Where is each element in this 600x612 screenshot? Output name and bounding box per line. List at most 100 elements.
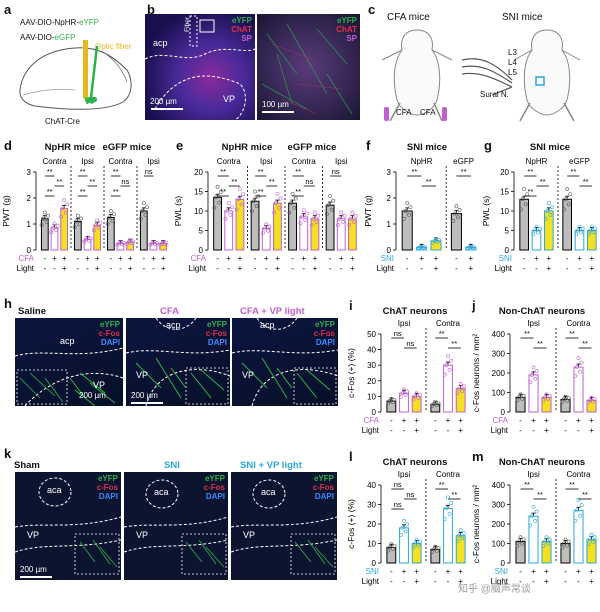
bar <box>515 541 526 564</box>
nerve-l5: L5 <box>508 68 517 77</box>
data-point <box>461 384 466 389</box>
y-tick-label: 40 <box>367 346 376 355</box>
condition-row2-mark: - <box>447 577 450 586</box>
data-point <box>414 391 419 396</box>
significance-label: ** <box>269 177 275 186</box>
condition-row1-mark: - <box>329 254 332 263</box>
y-tick-label: 3 <box>387 168 392 177</box>
data-point <box>568 192 573 197</box>
data-point <box>521 537 526 542</box>
condition-row2-mark: + <box>313 264 318 273</box>
bar <box>213 196 222 251</box>
scale-label: 200 µm <box>150 97 177 106</box>
bar <box>573 366 584 413</box>
data-point <box>447 367 452 372</box>
group-label: Ipsi <box>398 319 411 328</box>
data-point <box>254 204 259 209</box>
panel-letter: h <box>4 296 12 311</box>
condition-row2-mark: + <box>468 264 473 273</box>
region-vp: VP <box>93 380 106 390</box>
chart-e: 0 5 10 15 20 PWL (s) - - + - + + Contra - - + - + + Ipsi - - +… <box>172 154 362 294</box>
condition-row1-mark: + <box>446 416 451 425</box>
data-point <box>287 210 292 215</box>
data-point <box>311 216 316 221</box>
y-tick-label: 100 <box>492 389 506 398</box>
data-point <box>455 539 460 544</box>
condition-row2-mark: - <box>578 264 581 273</box>
condition-row2-label: Light <box>491 577 509 586</box>
data-point <box>292 205 297 210</box>
sni-mice-title: SNI mice <box>502 12 543 23</box>
y-tick-label: 3 <box>27 168 32 177</box>
legend-eyfp: eYFP <box>204 474 225 483</box>
significance-label: ** <box>47 167 53 176</box>
y-tick-label: 10 <box>194 207 203 216</box>
y-tick-label: 0 <box>372 408 377 417</box>
data-point <box>138 216 143 221</box>
data-point <box>577 224 582 229</box>
chart-title-2: eGFP mice <box>102 142 152 153</box>
data-point <box>105 222 110 226</box>
condition-row2-mark: + <box>128 264 133 273</box>
data-point <box>515 398 520 403</box>
significance-label: ns <box>406 339 414 348</box>
condition-row2-mark: + <box>589 426 594 435</box>
data-point <box>531 232 536 237</box>
data-point <box>389 396 394 401</box>
data-point <box>42 210 47 215</box>
significance-label: ** <box>451 339 457 348</box>
data-point <box>408 205 413 210</box>
legend-dapi: DAPI <box>314 492 334 501</box>
condition-row1-mark: + <box>95 254 100 263</box>
data-point <box>454 204 459 209</box>
bar <box>586 539 597 564</box>
data-point <box>442 372 447 377</box>
data-point <box>108 209 113 213</box>
condition-row1-mark: + <box>264 254 269 263</box>
group-label: Contra <box>217 157 242 166</box>
chart-title: ChAT neurons <box>382 457 448 468</box>
data-point <box>458 528 463 533</box>
data-point <box>413 541 417 546</box>
significance-label: ** <box>439 480 445 489</box>
nerve-l4: L4 <box>508 58 517 67</box>
data-point <box>546 541 551 546</box>
condition-row2-mark: + <box>414 426 419 435</box>
mouse-schematics <box>381 29 581 122</box>
data-point <box>98 220 103 225</box>
data-point <box>472 245 476 250</box>
data-point <box>154 240 159 245</box>
panel-letter: k <box>4 446 12 461</box>
data-point <box>402 216 406 221</box>
condition-row1-mark: + <box>414 567 419 576</box>
data-point <box>451 218 456 223</box>
data-point <box>400 526 405 530</box>
significance-label: ns <box>406 490 414 499</box>
data-point <box>411 397 416 402</box>
condition-row2-mark: + <box>544 426 549 435</box>
data-point <box>392 543 397 548</box>
data-point <box>414 537 419 542</box>
data-point <box>591 540 596 544</box>
group-label: Ipsi <box>260 157 273 166</box>
scale-bar <box>151 108 183 110</box>
data-point <box>562 207 566 212</box>
bar <box>573 509 584 564</box>
optic-fiber-label: Optic fiber <box>95 42 132 51</box>
data-point <box>262 226 267 231</box>
bar <box>60 207 69 251</box>
significance-label: ** <box>258 167 264 176</box>
data-point <box>565 187 570 192</box>
data-point <box>217 200 222 205</box>
y-tick-label: 100 <box>492 540 506 549</box>
data-point <box>386 548 391 553</box>
legend-cfos: c-Fos <box>313 329 335 338</box>
data-point <box>573 518 578 523</box>
condition-row1-mark: + <box>576 416 581 425</box>
data-point <box>238 187 242 192</box>
group-label: Ipsi <box>398 470 411 479</box>
data-point <box>531 365 536 370</box>
y-tick-label: 400 <box>492 481 506 490</box>
condition-row1-mark: + <box>589 416 594 425</box>
